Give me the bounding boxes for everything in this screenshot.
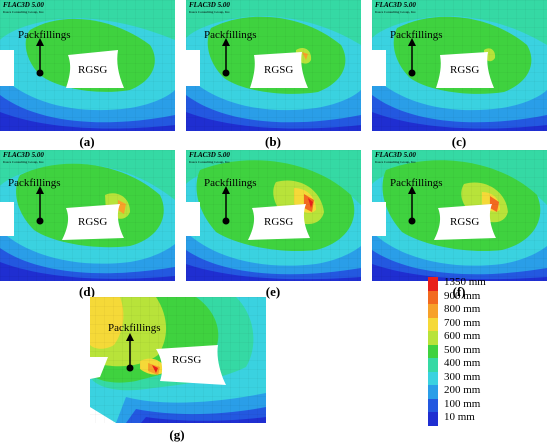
contour-plot-d: FLAC3D 5.00 Itasca Consulting Group, Inc… bbox=[0, 150, 175, 281]
software-title: FLAC3D 5.00 bbox=[189, 1, 230, 9]
legend-label: 500 mm bbox=[444, 343, 481, 356]
caption-a: (a) bbox=[79, 134, 95, 149]
panel-e: FLAC3D 5.00 Itasca Consulting Group, Inc… bbox=[186, 150, 361, 281]
legend-row: 1350 mm bbox=[428, 276, 548, 291]
software-title: FLAC3D 5.00 bbox=[3, 151, 44, 159]
software-title: FLAC3D 5.00 bbox=[375, 151, 416, 159]
rgsg-label: RGSG bbox=[78, 64, 107, 76]
caption-g: (g) bbox=[169, 427, 185, 442]
software-subtitle: Itasca Consulting Group, Inc. bbox=[375, 10, 416, 15]
legend-row: 700 mm bbox=[428, 316, 548, 331]
legend-swatch bbox=[428, 290, 438, 304]
rgsg-label: RGSG bbox=[450, 64, 479, 76]
packfillings-label: Packfillings bbox=[204, 29, 257, 41]
legend-row: 400 mm bbox=[428, 357, 548, 372]
legend-label: 100 mm bbox=[444, 397, 481, 410]
legend-row: 600 mm bbox=[428, 330, 548, 345]
legend-row: 900 mm bbox=[428, 289, 548, 304]
caption-c: (c) bbox=[451, 134, 467, 149]
legend-swatch bbox=[428, 317, 438, 331]
displacement-legend: 1350 mm 900 mm 800 mm 700 mm 600 mm 500 mm 400… bbox=[428, 276, 548, 432]
legend-swatch bbox=[428, 277, 438, 291]
contour-plot-c: FLAC3D 5.00 Itasca Consulting Group, Inc… bbox=[372, 0, 547, 131]
packfillings-label: Packfillings bbox=[8, 177, 61, 189]
caption-f: (f) bbox=[452, 284, 466, 299]
packfillings-label: Packfillings bbox=[18, 29, 71, 41]
software-subtitle: Itasca Consulting Group, Inc. bbox=[3, 160, 44, 165]
legend-label: 800 mm bbox=[444, 303, 481, 315]
caption-e: (e) bbox=[265, 284, 281, 299]
legend-label: 1350 mm bbox=[444, 276, 486, 288]
legend-row: 500 mm bbox=[428, 343, 548, 358]
legend-label: 700 mm bbox=[444, 316, 481, 329]
software-title: FLAC3D 5.00 bbox=[189, 151, 230, 159]
legend-swatch bbox=[428, 344, 438, 358]
contour-plot-b: FLAC3D 5.00 Itasca Consulting Group, Inc… bbox=[186, 0, 361, 131]
rgsg-label: RGSG bbox=[172, 354, 201, 366]
legend-row: 300 mm bbox=[428, 370, 548, 385]
rgsg-label: RGSG bbox=[78, 216, 107, 228]
legend-label: 400 mm bbox=[444, 357, 481, 369]
caption-d: (d) bbox=[79, 284, 95, 299]
contour-plot-f: FLAC3D 5.00 Itasca Consulting Group, Inc… bbox=[372, 150, 547, 281]
legend-label: 900 mm bbox=[444, 289, 481, 302]
panel-c: FLAC3D 5.00 Itasca Consulting Group, Inc… bbox=[372, 0, 547, 131]
legend-swatch bbox=[428, 304, 438, 318]
rgsg-label: RGSG bbox=[450, 216, 479, 228]
legend-swatch bbox=[428, 385, 438, 399]
software-subtitle: Itasca Consulting Group, Inc. bbox=[189, 160, 230, 165]
rgsg-label: RGSG bbox=[264, 216, 293, 228]
panel-a: FLAC3D 5.00 Itasca Consulting Group, Inc… bbox=[0, 0, 175, 131]
panel-b: FLAC3D 5.00 Itasca Consulting Group, Inc… bbox=[186, 0, 361, 131]
software-title: FLAC3D 5.00 bbox=[375, 1, 416, 9]
legend-label: 200 mm bbox=[444, 384, 481, 396]
legend-label: 10 mm bbox=[444, 411, 475, 423]
software-title: FLAC3D 5.00 bbox=[3, 1, 44, 9]
panel-d: FLAC3D 5.00 Itasca Consulting Group, Inc… bbox=[0, 150, 175, 281]
software-subtitle: Itasca Consulting Group, Inc. bbox=[375, 160, 416, 165]
packfillings-label: Packfillings bbox=[390, 29, 443, 41]
legend-row: 100 mm bbox=[428, 397, 548, 412]
legend-label: 300 mm bbox=[444, 370, 481, 383]
contour-plot-g: Packfillings RGSG bbox=[86, 297, 266, 423]
legend-label: 600 mm bbox=[444, 330, 481, 342]
panel-g: Packfillings RGSG bbox=[86, 297, 266, 423]
legend-row: 800 mm bbox=[428, 303, 548, 318]
panel-f: FLAC3D 5.00 Itasca Consulting Group, Inc… bbox=[372, 150, 547, 281]
contour-plot-a: FLAC3D 5.00 Itasca Consulting Group, Inc… bbox=[0, 0, 175, 131]
packfillings-label: Packfillings bbox=[204, 177, 257, 189]
software-subtitle: Itasca Consulting Group, Inc. bbox=[3, 10, 44, 15]
legend-swatch bbox=[428, 398, 438, 412]
legend-row: 10 mm bbox=[428, 411, 548, 426]
legend-swatch bbox=[428, 412, 438, 426]
software-subtitle: Itasca Consulting Group, Inc. bbox=[189, 10, 230, 15]
contour-plot-e: FLAC3D 5.00 Itasca Consulting Group, Inc… bbox=[186, 150, 361, 281]
packfillings-label: Packfillings bbox=[390, 177, 443, 189]
legend-swatch bbox=[428, 331, 438, 345]
legend-row: 200 mm bbox=[428, 384, 548, 399]
packfillings-label: Packfillings bbox=[108, 322, 161, 334]
legend-swatch bbox=[428, 371, 438, 385]
legend-swatch bbox=[428, 358, 438, 372]
caption-b: (b) bbox=[265, 134, 281, 149]
rgsg-label: RGSG bbox=[264, 64, 293, 76]
